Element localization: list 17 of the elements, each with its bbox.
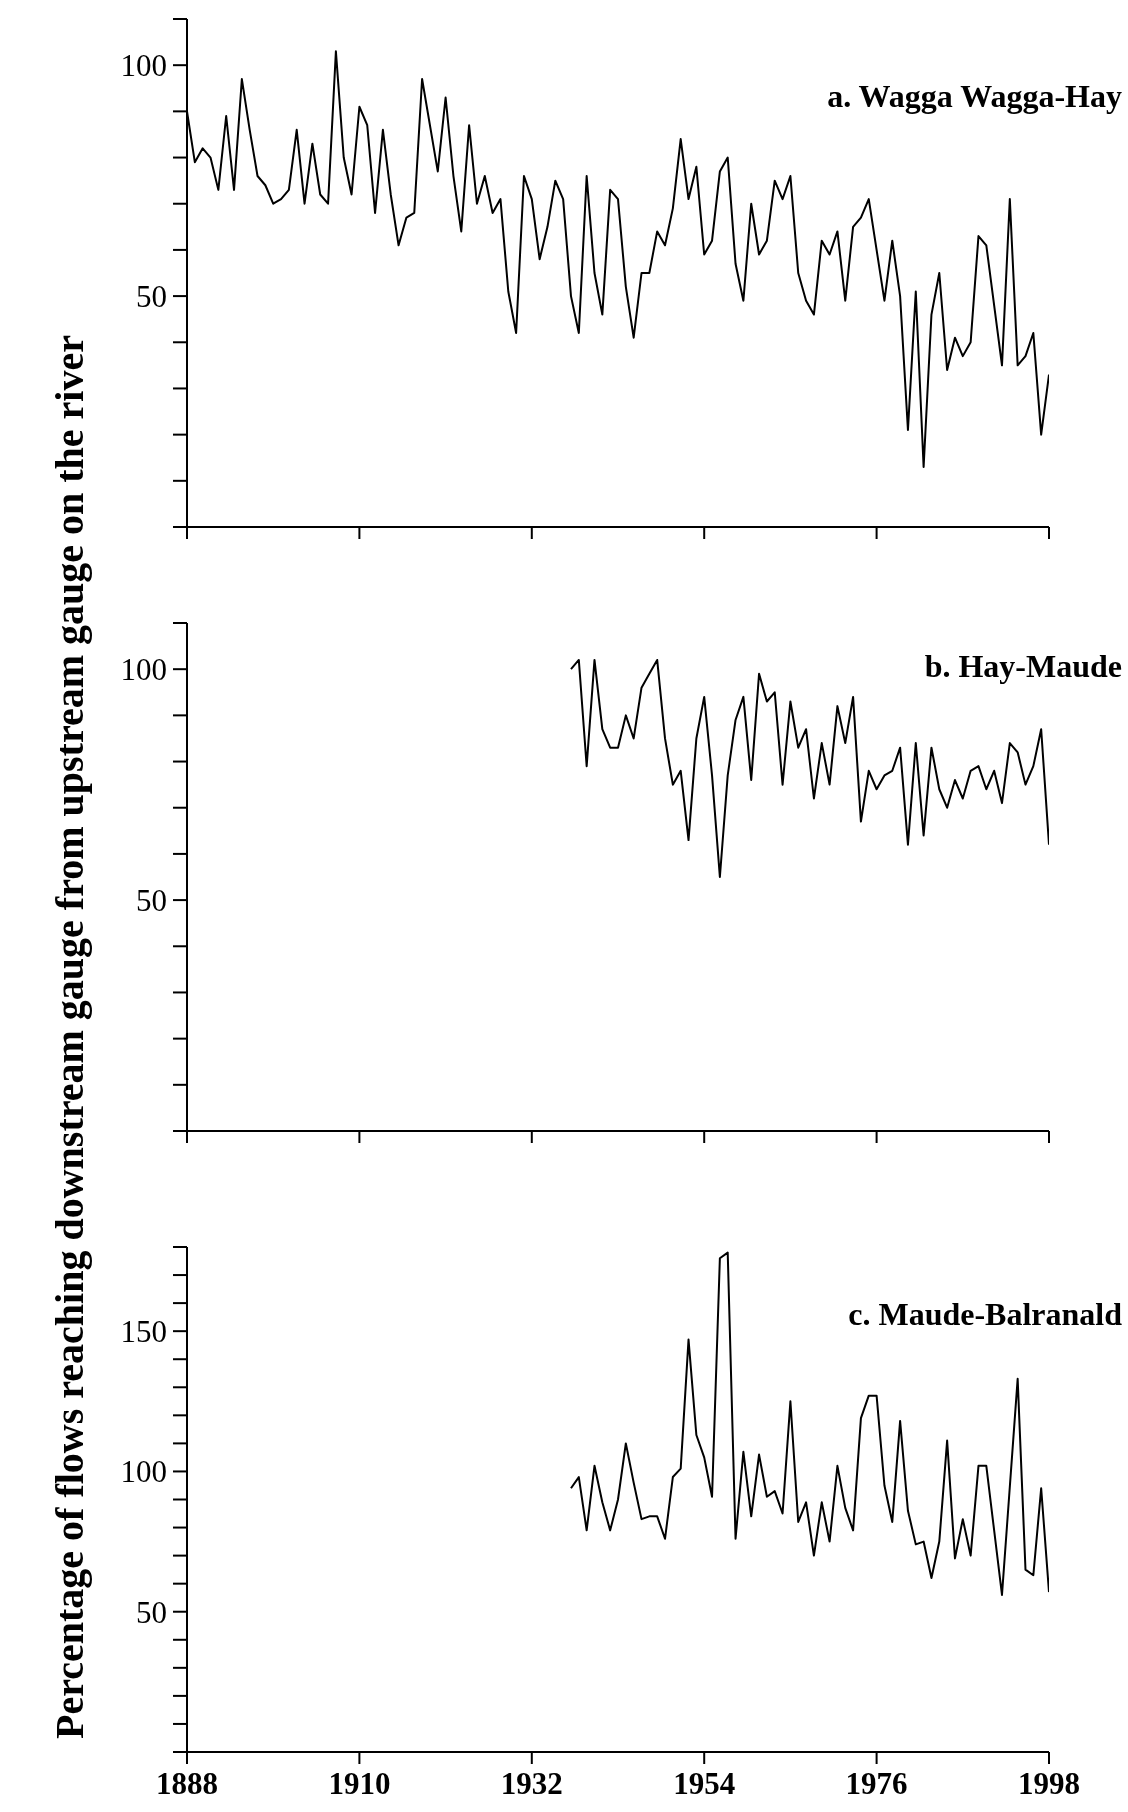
x-tick-label: 1998 xyxy=(1018,1766,1080,1802)
y-tick-label: 100 xyxy=(120,1454,167,1490)
x-tick-label: 1932 xyxy=(500,1766,563,1802)
y-tick-label: 50 xyxy=(136,883,167,919)
text: a. Wagga Wagga-Hay xyxy=(827,78,1122,115)
x-tick-label: 1910 xyxy=(328,1766,391,1802)
y-tick-label: 150 xyxy=(120,1314,167,1350)
y-tick-label: 100 xyxy=(120,652,167,688)
x-tick-label: 1888 xyxy=(156,1766,218,1802)
y-axis-title: Percentage of flows reaching downstream gauge from upstream gauge on the river xyxy=(47,334,93,1741)
y-tick-label: 100 xyxy=(120,48,167,84)
text: c. Maude-Balranald xyxy=(848,1296,1122,1333)
text: b. Hay-Maude xyxy=(924,648,1122,685)
y-tick-label: 50 xyxy=(136,279,167,315)
x-tick-label: 1954 xyxy=(673,1766,736,1802)
y-tick-label: 50 xyxy=(136,1594,167,1630)
x-tick-label: 1976 xyxy=(845,1766,908,1802)
